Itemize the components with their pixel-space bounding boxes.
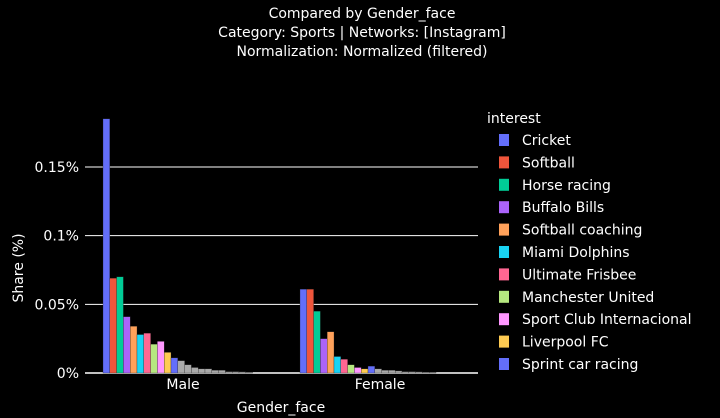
legend-swatch [499,268,509,281]
bar-male-manchester-united [150,344,158,374]
bar-female-softball-coaching [327,331,335,374]
bar-male-other [211,370,219,374]
legend-swatch [499,134,509,146]
legend-swatch [499,201,509,214]
x-tick-label: Female [355,377,406,393]
legend: Cricket Softball Horse racing Buffalo Bills… [499,133,691,373]
bar-female-other [408,371,416,374]
legend-label: Buffalo Bills [522,200,604,216]
bar-female-other [422,372,430,374]
bar-male-softball [109,278,117,374]
bar-male-other [225,371,233,374]
y-axis-title: Share (%) [11,233,27,302]
bar-male-horse-racing [116,276,124,374]
legend-label: Sprint car racing [522,357,638,373]
chart-title-line-3: Normalization: Normalized (filtered) [237,44,488,60]
chart-title-line-1: Compared by Gender_face [269,6,456,22]
legend-swatch [499,358,509,370]
bar-female-miami-dolphins [333,356,341,374]
bar-male-other [191,367,199,374]
legend-label: Horse racing [522,178,611,194]
x-axis-title: Gender_face [237,400,325,416]
y-tick-label: 0.15% [35,160,79,176]
y-tick-label: 0.05% [35,297,79,313]
bar-male-sport-club-internacional [157,341,165,374]
legend-title: interest [487,111,541,127]
bar-male-buffalo-bills [123,316,131,374]
bar-female-other [381,370,389,374]
bar-female-other [388,370,396,374]
legend-swatch [499,335,509,348]
bar-female-liverpool-fc [361,368,369,374]
bar-male-cricket [102,118,110,374]
bar-male-other [232,371,240,374]
bar-male-ultimate-frisbee [143,333,151,374]
legend-swatch [499,156,509,169]
x-tick-label: Male [166,377,199,393]
bar-male-other [238,371,246,374]
legend-label: Liverpool FC [522,335,609,351]
legend-label: Cricket [522,133,571,149]
y-tick-label: 0% [57,366,79,382]
chart-title-line-2: Category: Sports | Networks: [Instagram] [218,25,506,41]
bar-female-other [415,371,423,374]
legend-label: Softball coaching [522,223,642,239]
legend-label: Sport Club Internacional [522,312,691,328]
bar-female-sprint-car-racing [367,365,375,374]
bar-female-horse-racing [313,311,321,374]
legend-label: Softball [522,155,575,171]
bar-male-other [204,368,212,374]
y-tick-label: 0.1% [43,229,79,245]
bar-female-softball [306,289,314,374]
legend-swatch [499,178,509,191]
bar-female-cricket [299,289,307,374]
bar-female-ultimate-frisbee [340,359,348,374]
legend-label: Manchester United [522,290,654,306]
bar-female-sport-club-internacional [354,367,362,374]
bars [102,118,437,374]
bar-male-miami-dolphins [136,334,144,374]
legend-swatch [499,223,509,236]
legend-label: Miami Dolphins [522,245,630,261]
bar-female-other [429,372,437,374]
bar-male-other [218,370,226,374]
bar-male-softball-coaching [130,326,138,374]
bar-female-manchester-united [347,364,355,374]
legend-label: Ultimate Frisbee [522,267,636,283]
bar-female-other [374,368,382,374]
legend-swatch [499,313,509,326]
legend-swatch [499,290,509,303]
bar-female-other [395,370,403,374]
bar-female-other [401,371,409,374]
legend-swatch [499,246,509,258]
bar-female-buffalo-bills [320,338,328,374]
x-axis-ticks: Male Female [166,377,405,393]
bar-male-other [184,364,192,374]
bar-male-other [245,372,253,374]
bar-male-sprint-car-racing [170,357,178,374]
y-axis-ticks: 0% 0.05% 0.1% 0.15% [35,160,79,382]
bar-male-liverpool-fc [164,352,172,374]
bar-male-other [177,360,185,374]
bar-male-other [198,368,206,374]
